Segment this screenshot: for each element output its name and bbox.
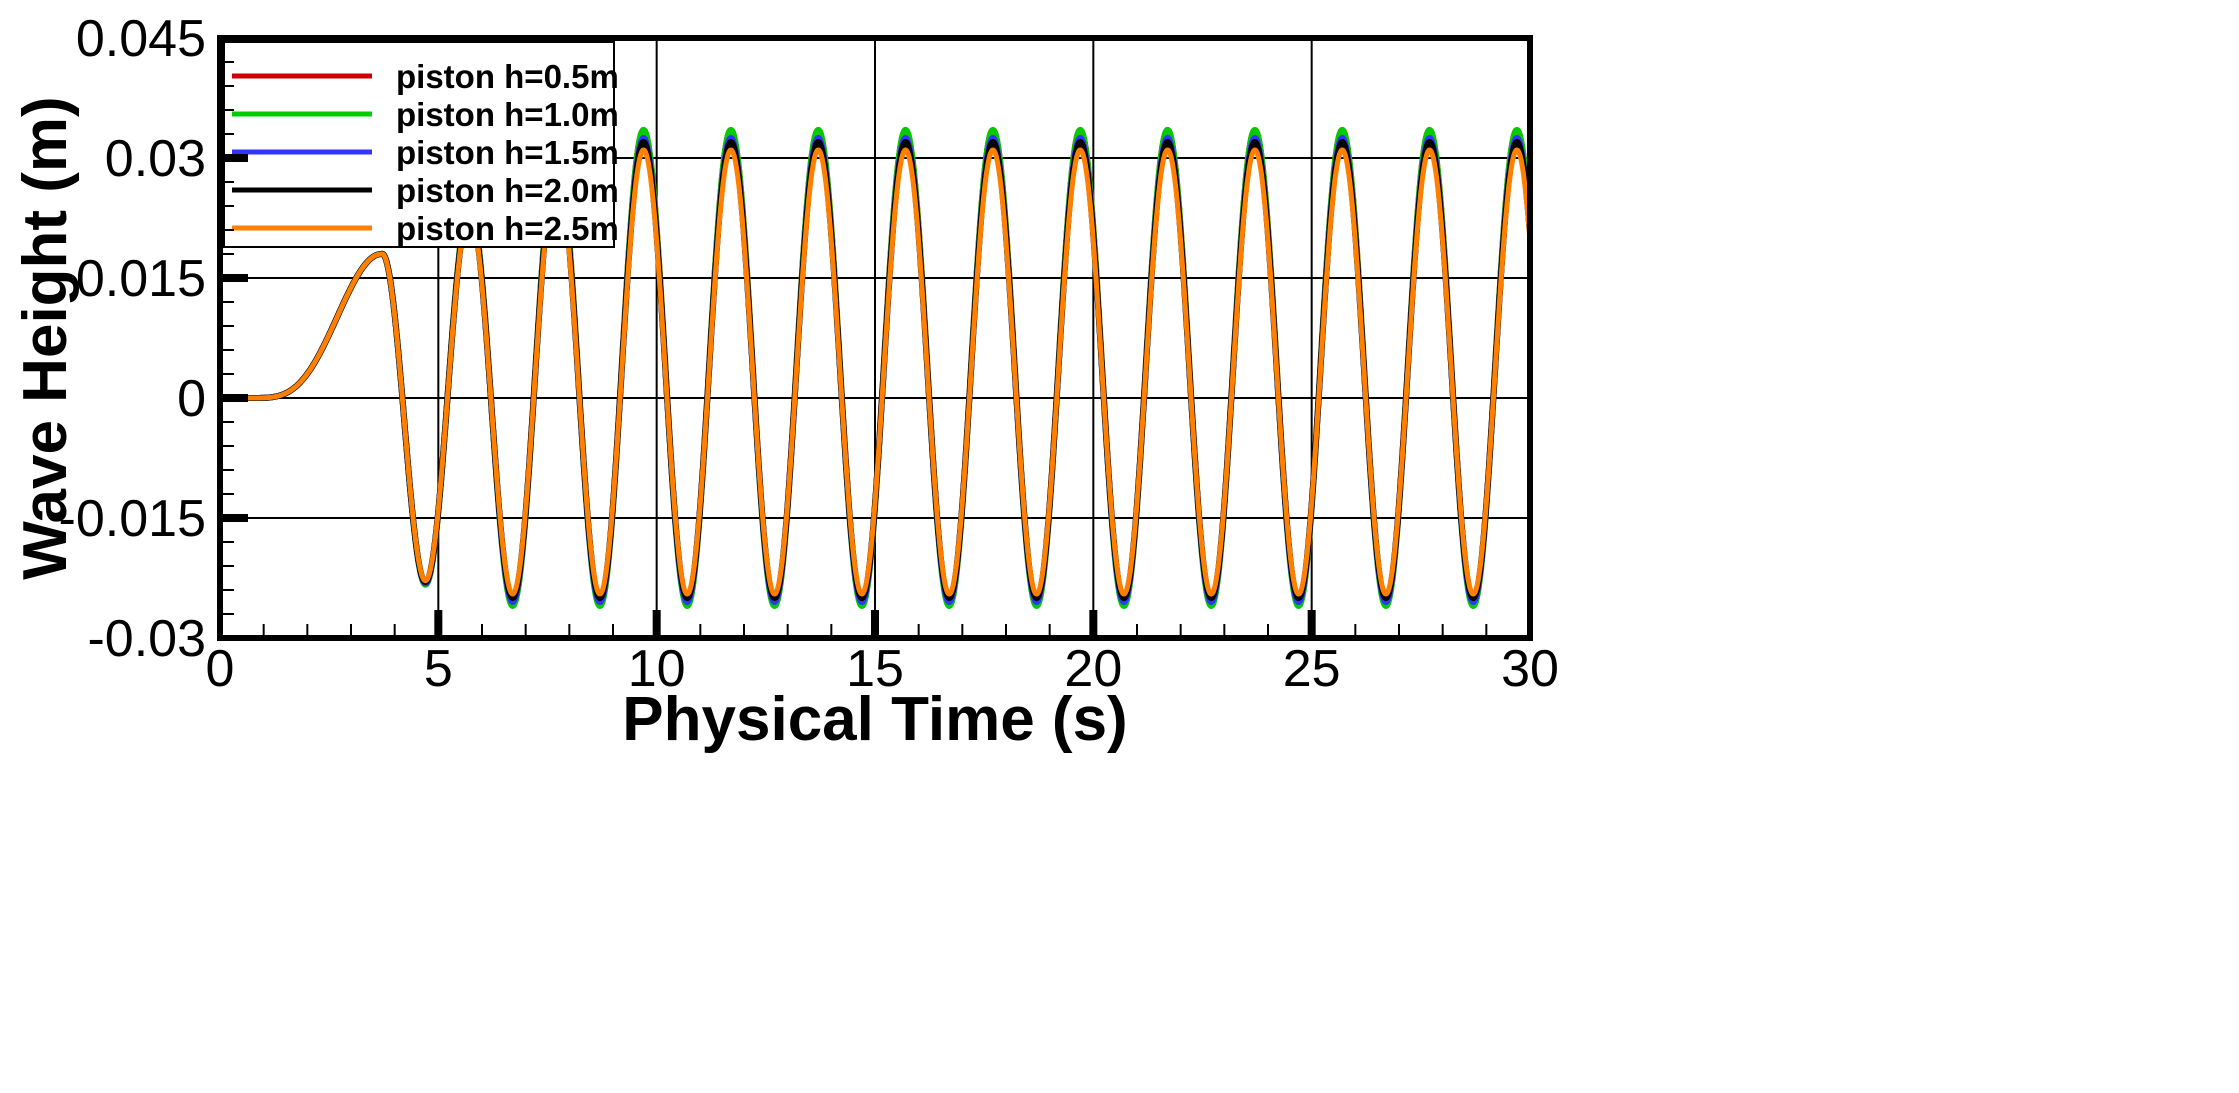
legend-label: piston h=1.5m xyxy=(396,134,619,171)
x-tick-label: 0 xyxy=(206,640,235,698)
y-tick-label: -0.03 xyxy=(87,610,206,668)
y-axis-title: Wave Height (m) xyxy=(11,96,80,579)
y-tick-label: 0.015 xyxy=(76,250,206,308)
x-tick-label: 10 xyxy=(628,640,686,698)
y-tick-label: -0.015 xyxy=(59,490,206,548)
axis-ticks xyxy=(220,61,1488,638)
legend-label: piston h=1.0m xyxy=(396,96,619,133)
y-tick-labels: -0.03 -0.015 0 0.015 0.03 0.045 xyxy=(59,10,206,668)
x-tick-label: 5 xyxy=(424,640,453,698)
x-tick-labels: 0 5 10 15 20 25 30 xyxy=(206,640,1559,698)
series-lines xyxy=(217,127,1533,609)
series-line xyxy=(217,147,1533,597)
y-tick-label: 0 xyxy=(177,370,206,428)
legend-label: piston h=2.5m xyxy=(396,210,619,247)
x-tick-label: 30 xyxy=(1501,640,1559,698)
legend-label: piston h=0.5m xyxy=(396,58,619,95)
y-tick-label: 0.03 xyxy=(105,130,206,188)
legend-box xyxy=(223,41,615,248)
x-axis-title: Physical Time (s) xyxy=(622,685,1127,754)
legend-label: piston h=2.0m xyxy=(396,172,619,209)
x-tick-label: 25 xyxy=(1283,640,1341,698)
y-tick-label: 0.045 xyxy=(76,10,206,68)
x-tick-label: 20 xyxy=(1064,640,1122,698)
x-tick-label: 15 xyxy=(846,640,904,698)
